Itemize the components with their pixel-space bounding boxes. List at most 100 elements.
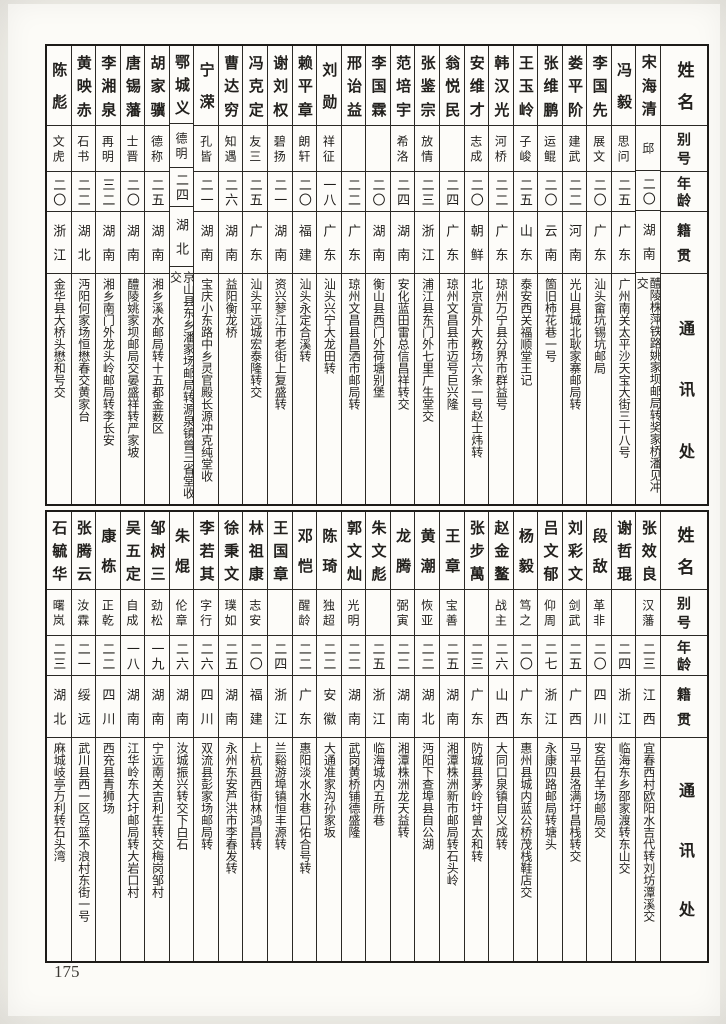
entry-alias: 笃之	[513, 590, 538, 636]
entry-name: 石毓华	[46, 512, 71, 590]
entry-column: 龙腾 弼寅 二二 湖南 湘潭株洲龙天益转	[389, 512, 415, 961]
entry-age: 一九	[145, 636, 169, 676]
entry-alias: 希洛	[390, 126, 415, 172]
entry-column: 林祖康 志安 二〇 福建 上杭县西街林鸿昌转	[242, 512, 267, 961]
entry-address: 宁远南关吉利生转交梅岗邹村	[150, 742, 165, 898]
entry-address: 安化蓝田雷总信昌祥转交	[396, 278, 411, 410]
entry-age: 二三	[464, 636, 489, 676]
entry-address: 临海城内五所巷	[371, 742, 386, 826]
entry-name: 韩汉光	[489, 46, 513, 126]
entry-address: 汕头畲坑锡坑邮局	[592, 278, 607, 374]
header-alias: 别号	[661, 126, 707, 172]
entry-alias: 志安	[243, 590, 267, 636]
entry-age: 一八	[120, 636, 145, 676]
entry-address: 大通准家沟孙家坂	[322, 742, 337, 838]
entry-column: 王章 宝善 二五 湖南 湘潭株洲新市邮局转石头岭	[438, 512, 464, 961]
entry-address: 汕头平远城宏泰隆转交	[248, 278, 263, 398]
entry-address: 宝庆小东路中乡灵官殿长源冲克纯堂收	[199, 278, 214, 482]
entry-alias: 思问	[611, 126, 636, 172]
entry-alias: 士晋	[120, 126, 145, 172]
entry-column: 李湘泉 再明 三二 湖南 湘乡南门外龙头岭邮局转李长安	[95, 46, 120, 504]
entry-address: 沔阳下查埠县自公湖	[420, 742, 435, 850]
entry-name: 李国霖	[366, 46, 390, 126]
entry-name: 张维鹏	[538, 46, 562, 126]
entry-age: 二五	[611, 172, 636, 212]
entry-column: 刘彩文 剑武 二五 广西 马平县洛满圩昌栈转交	[561, 512, 587, 961]
entry-alias: 河桥	[489, 126, 513, 172]
entry-alias	[268, 590, 292, 636]
entry-native: 浙江	[46, 212, 71, 274]
entry-name: 黄潮	[415, 512, 439, 590]
entry-name: 吴五定	[120, 512, 145, 590]
entry-address: 湘潭株洲龙天益转	[396, 742, 411, 838]
entry-column: 刘勋 祥征 一八 广东 汕头兴宁大龙田转	[316, 46, 341, 504]
entry-age: 二〇	[120, 172, 145, 212]
entry-address: 广州南关太平沙天宝大街三十八号	[617, 278, 632, 458]
entry-address: 琼州文昌县昌洒市邮局转	[346, 278, 361, 410]
entry-address: 北京宣外大教场六条一号赵士炜转	[469, 278, 484, 458]
entry-alias: 德明	[169, 124, 194, 169]
entry-name: 赵金鳌	[489, 512, 513, 590]
entry-alias	[464, 590, 489, 636]
entry-age: 一八	[317, 172, 341, 212]
header-native: 籍贯	[661, 676, 707, 738]
entry-age: 二五	[218, 636, 243, 676]
entry-column: 赖平章 朗轩 二〇 福建 汕头永定合溪转	[291, 46, 317, 504]
entry-name: 宁溁	[194, 46, 218, 126]
entry-alias: 仰周	[538, 590, 562, 636]
entry-column: 杨毅 笃之 二〇 广东 惠州县城内蓝公桥茂栈鞋店交	[512, 512, 538, 961]
header-age: 年龄	[661, 172, 707, 212]
entry-alias	[341, 126, 366, 172]
entry-address: 永州东安芦洪市李春发转	[224, 742, 239, 874]
entry-name: 张步萬	[464, 512, 489, 590]
entry-address: 醴陵株萍铁路姚家坝邮局转奖家桥潘见冲交	[636, 277, 660, 494]
entry-name: 谢哲琨	[611, 512, 636, 590]
entry-native: 四川	[587, 676, 611, 738]
entry-native: 广东	[464, 676, 489, 738]
entry-alias: 石书	[71, 126, 96, 172]
entry-alias: 运鲲	[538, 126, 562, 172]
entry-name: 邓恺	[292, 512, 317, 590]
entry-name: 段敌	[587, 512, 611, 590]
entry-column: 唐锡藩 士晋 二〇 湖南 醴陵姚家坝邮局交晏盛祥转严家坡	[119, 46, 145, 504]
entry-native: 绥远	[71, 676, 96, 738]
entry-address: 武岗黄桥铺德盛隆	[346, 742, 361, 838]
entry-age: 二〇	[243, 636, 267, 676]
entry-native: 湖南	[218, 212, 243, 274]
entry-native: 福建	[243, 676, 267, 738]
entry-column: 范培宇 希洛 二四 湖南 安化蓝田雷总信昌祥转交	[389, 46, 415, 504]
entry-age: 二五	[562, 636, 587, 676]
entry-column: 黄映赤 石书 二二 湖北 沔阳何家场恒懋春交黄家台	[70, 46, 96, 504]
entry-native: 广东	[587, 212, 611, 274]
entry-address: 衡山县西门外荷塘别堡	[371, 278, 386, 398]
entry-age: 二三	[636, 636, 660, 676]
entry-address: 沔阳何家场恒懋春交黄家台	[76, 278, 91, 422]
entry-address: 京山县东乡潘家场邮局转源泉镇曾三省堂收交	[169, 271, 194, 500]
entry-age: 二二	[415, 636, 439, 676]
header-alias: 别号	[661, 590, 707, 636]
entry-age: 二四	[611, 636, 636, 676]
entry-address: 大同口泉镇自义成转	[494, 742, 509, 850]
entry-age: 二六	[218, 172, 243, 212]
entry-alias: 德称	[145, 126, 169, 172]
entry-native: 安徽	[317, 676, 341, 738]
header-column: 姓名 别号 年龄 籍贯 通讯处	[660, 512, 707, 961]
entry-name: 鄂城义	[169, 46, 194, 124]
entry-column: 谢哲琨 二四 浙江 临海东乡邵家渡转东山交	[610, 512, 636, 961]
entry-alias: 汉藩	[636, 590, 660, 636]
entry-alias: 伦章	[169, 590, 194, 636]
entry-native: 广东	[611, 212, 636, 274]
entry-native: 湖南	[145, 212, 169, 274]
registry-table-bottom: 姓名 别号 年龄 籍贯 通讯处 张效良 汉藩 二三 江西 宜春西村欧阳水吉代转刘…	[45, 510, 709, 963]
entry-native: 浙江	[538, 676, 562, 738]
entry-name: 徐秉文	[218, 512, 243, 590]
entry-native: 湖南	[218, 676, 243, 738]
entry-address: 麻城岐亭万利转石头湾	[52, 742, 67, 862]
entry-address: 湘乡南门外龙头岭邮局转李长安	[101, 278, 116, 446]
entry-alias: 放情	[415, 126, 439, 172]
entry-column: 张维鹏 运鲲 二〇 云南 箇旧柿花巷一号	[537, 46, 562, 504]
entry-column: 李国霖 二〇 湖南 衡山县西门外荷塘别堡	[365, 46, 390, 504]
entry-alias	[366, 590, 390, 636]
entry-name: 邹树三	[145, 512, 169, 590]
entry-age: 二四	[390, 172, 415, 212]
